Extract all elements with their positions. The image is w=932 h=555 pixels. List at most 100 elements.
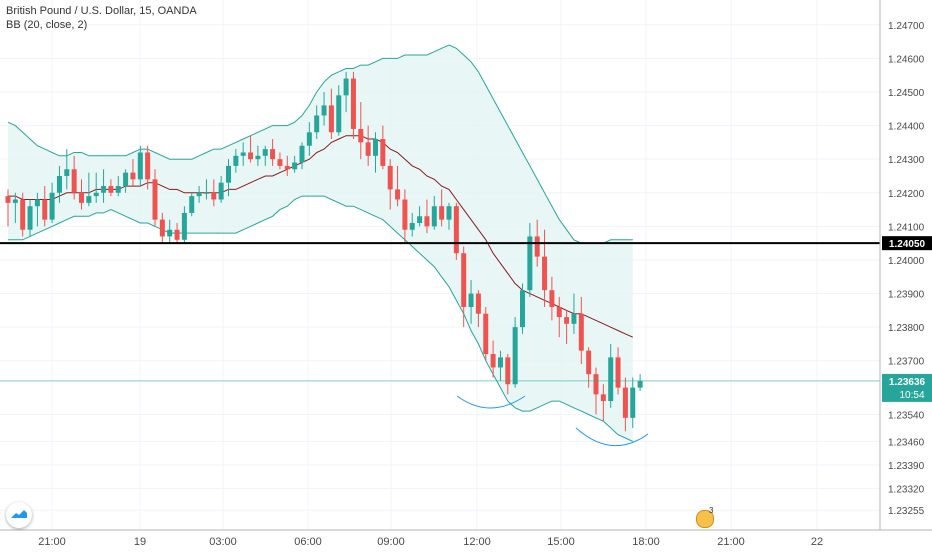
- candle-body: [622, 387, 628, 418]
- candle-body: [262, 149, 268, 156]
- candle-body: [321, 105, 327, 116]
- candle-body: [240, 152, 246, 156]
- candle-body: [431, 206, 437, 227]
- candle: [152, 169, 158, 227]
- price-tick-label: 1.24200: [888, 189, 925, 200]
- candle: [350, 71, 356, 140]
- candle: [520, 283, 525, 334]
- candle-body: [358, 128, 364, 143]
- price-tick-label: 1.23540: [888, 410, 925, 421]
- candle: [49, 182, 55, 224]
- time-tick-label: 03:00: [209, 536, 237, 548]
- candle: [446, 202, 452, 230]
- candle: [380, 125, 386, 170]
- candle: [505, 354, 511, 395]
- candle: [417, 206, 423, 227]
- time-tick-label: 21:00: [38, 536, 66, 548]
- price-scale[interactable]: 1.24700 1.24600 1.24500 1.24400 1.24300 1.242…: [888, 21, 925, 517]
- candle-body: [101, 186, 107, 193]
- candle-body: [439, 206, 445, 220]
- candle: [343, 71, 349, 113]
- indicator-title[interactable]: BB (20, close, 2): [6, 19, 88, 31]
- candle-body: [380, 139, 386, 166]
- candle-body: [608, 357, 614, 402]
- economic-event-icon[interactable]: 3: [696, 506, 714, 528]
- candle-body: [578, 313, 584, 351]
- candle: [189, 192, 195, 217]
- price-tick-label: 1.24500: [888, 88, 925, 99]
- candle-body: [365, 142, 371, 156]
- candle-body: [615, 357, 621, 388]
- candle: [600, 384, 606, 422]
- bollinger-lower-band: [8, 195, 634, 442]
- time-scale[interactable]: 21:00 19 03:00 06:00 09:00 12:00 15:00 18:00 21:…: [38, 536, 823, 548]
- candle-body: [475, 293, 481, 314]
- candle: [630, 377, 636, 428]
- candle: [373, 132, 378, 173]
- candle-body: [34, 199, 40, 207]
- candle: [321, 91, 327, 126]
- candle: [196, 186, 202, 203]
- candle-body: [64, 169, 70, 176]
- horizontal-level-tag[interactable]: 1.24050: [882, 236, 932, 251]
- candle-body: [49, 192, 55, 220]
- candle-body: [424, 216, 430, 227]
- tradingview-logo-icon[interactable]: [6, 502, 32, 528]
- candle: [314, 105, 320, 140]
- price-tick-label: 1.24000: [888, 256, 925, 267]
- candle-body: [343, 78, 349, 96]
- candle: [203, 179, 209, 200]
- candle: [468, 280, 474, 324]
- last-price-label: 1.23636: [889, 377, 926, 388]
- candle: [365, 125, 371, 166]
- candle: [402, 189, 408, 244]
- candle-body: [248, 152, 254, 160]
- candle-body: [534, 236, 540, 257]
- candle-body: [306, 132, 312, 146]
- candle-body: [115, 186, 121, 193]
- candle: [284, 155, 290, 176]
- candle: [299, 142, 305, 170]
- symbol-title[interactable]: British Pound / U.S. Dollar, 15, OANDA: [6, 5, 197, 17]
- candle-body: [71, 169, 77, 193]
- candle: [64, 149, 70, 190]
- candle-body: [630, 387, 636, 418]
- candle-body: [203, 192, 209, 194]
- candle-body: [468, 293, 474, 307]
- candle: [490, 340, 496, 378]
- candle: [123, 169, 129, 193]
- candle: [101, 169, 107, 203]
- candle-body: [292, 162, 298, 170]
- candle: [593, 367, 599, 415]
- candle-body: [314, 115, 320, 133]
- candle: [564, 310, 570, 344]
- time-tick-label: 06:00: [294, 536, 322, 548]
- candle-body: [218, 182, 224, 200]
- candle: [578, 296, 584, 365]
- candle: [571, 293, 577, 334]
- candle: [93, 172, 99, 203]
- price-tick-label: 1.24100: [888, 222, 925, 233]
- price-tick-label: 1.23460: [888, 437, 925, 448]
- price-tick-label: 1.24400: [888, 122, 925, 133]
- candle: [240, 142, 246, 166]
- candle: [608, 343, 614, 408]
- candle: [615, 347, 621, 395]
- chart-legend: British Pound / U.S. Dollar, 15, OANDA B…: [6, 4, 197, 32]
- candle: [115, 175, 121, 197]
- horizontal-level-label: 1.24050: [889, 239, 926, 250]
- candle: [292, 155, 298, 173]
- candle: [395, 165, 401, 207]
- candle-body: [571, 313, 577, 324]
- candle-body: [564, 317, 570, 324]
- candle-body: [137, 152, 143, 180]
- candle: [20, 192, 26, 237]
- candle-body: [159, 219, 165, 237]
- candle-body: [181, 212, 187, 240]
- candle-body: [637, 380, 643, 388]
- candle: [34, 192, 40, 227]
- candle-body: [211, 192, 217, 200]
- candle-body: [284, 165, 290, 170]
